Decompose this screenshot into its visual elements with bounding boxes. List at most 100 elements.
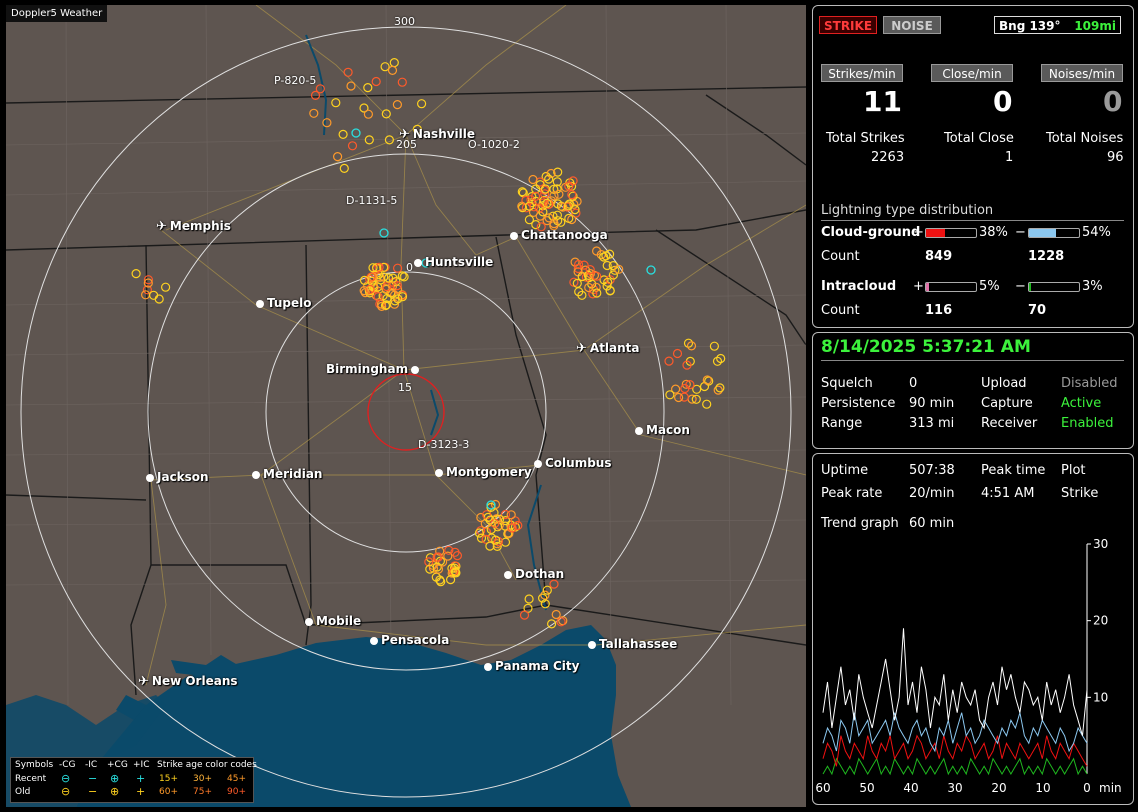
ic-negative-pct: 3% — [1082, 279, 1103, 294]
strike-symbol — [549, 191, 559, 201]
total-close-value: 1 — [1005, 150, 1014, 165]
city-jackson[interactable]: Jackson — [146, 470, 209, 484]
strike-symbol — [537, 593, 548, 603]
city-columbus[interactable]: Columbus — [534, 456, 612, 470]
recent-strike-symbol — [646, 265, 656, 275]
strike-symbol — [154, 294, 164, 304]
city-meridian[interactable]: Meridian — [252, 467, 322, 481]
ring-label-outer: 300 — [394, 15, 415, 28]
trend-panel: Uptime 507:38 Peak time Plot Peak rate 2… — [812, 453, 1134, 805]
city-huntsville[interactable]: Huntsville — [414, 255, 493, 269]
city-dothan[interactable]: Dothan — [504, 567, 564, 581]
minus-sign: − — [1015, 279, 1026, 294]
marker-label: 0 — [406, 261, 413, 274]
strike-symbol — [490, 499, 501, 510]
coastal-bays — [116, 655, 241, 720]
ic-negative-bar — [1028, 282, 1080, 292]
recent-strike-symbol — [351, 128, 361, 138]
legend-col: +IC — [133, 760, 150, 770]
strike-symbol — [347, 141, 358, 151]
strike-symbol — [500, 509, 511, 520]
minus-cg-old-icon: ⊖ — [61, 785, 71, 798]
strike-symbol — [570, 205, 580, 215]
strike-symbol — [580, 265, 591, 275]
strike-symbol — [670, 384, 681, 394]
strike-symbol — [365, 284, 375, 294]
strike-symbol — [540, 189, 550, 199]
x-tick-label: 60 — [815, 781, 830, 795]
strike-symbol — [551, 609, 561, 620]
city-dot-icon — [504, 571, 512, 579]
lightning-map[interactable]: Doppler5 Weather 300 205 15 P-820-5 O-10… — [6, 5, 806, 807]
strike-symbol — [381, 300, 392, 310]
strike-symbol — [506, 510, 516, 520]
city-atlanta[interactable]: ✈ Atlanta — [576, 341, 640, 356]
x-tick-label: 20 — [991, 781, 1006, 795]
intracloud-label: Intracloud — [821, 279, 897, 294]
age-code: 90+ — [227, 787, 246, 797]
count-label: Count — [821, 303, 860, 318]
close-per-min-value: 0 — [993, 85, 1013, 118]
age-code: 75+ — [193, 787, 212, 797]
city-tupelo[interactable]: Tupelo — [256, 296, 312, 310]
strike-symbol — [679, 392, 689, 402]
strike-symbol — [546, 619, 557, 629]
strike-button[interactable]: STRIKE — [819, 16, 877, 34]
city-dot-icon — [635, 427, 643, 435]
noise-button[interactable]: NOISE — [883, 16, 941, 34]
strike-symbol — [552, 177, 562, 187]
strike-symbol — [346, 81, 356, 91]
strike-symbol — [549, 579, 559, 589]
city-chattanooga[interactable]: Chattanooga — [510, 228, 608, 242]
strike-symbol — [604, 249, 615, 259]
squelch-value: 0 — [909, 376, 918, 391]
city-tallahassee[interactable]: Tallahassee — [588, 637, 677, 651]
strike-symbol — [513, 520, 523, 531]
city-birmingham[interactable]: Birmingham — [326, 362, 420, 376]
city-montgomery[interactable]: Montgomery — [435, 465, 532, 479]
strike-symbol — [673, 392, 684, 403]
receiver-label: Receiver — [981, 416, 1038, 431]
cg-positive-fill — [926, 229, 945, 237]
strike-symbol — [393, 263, 403, 273]
strike-symbol — [682, 360, 692, 370]
y-tick-label: 20 — [1093, 614, 1108, 628]
city-nashville[interactable]: ✈ Nashville — [399, 127, 476, 142]
strike-symbol — [603, 277, 613, 287]
city-dot-icon — [370, 637, 378, 645]
plus-sign: + — [913, 279, 924, 294]
strike-symbol — [359, 275, 370, 285]
strike-symbol — [702, 375, 712, 385]
city-pensacola[interactable]: Pensacola — [370, 633, 449, 647]
city-macon[interactable]: Macon — [635, 423, 690, 437]
strike-symbol — [558, 202, 568, 212]
legend-col: -IC — [85, 760, 98, 770]
city-new-orleans[interactable]: ✈ New Orleans — [138, 674, 238, 689]
strike-symbol — [371, 76, 381, 87]
strike-symbol — [161, 282, 171, 292]
strike-symbol — [491, 535, 501, 545]
strike-symbol — [524, 215, 535, 225]
plus-sign: + — [913, 225, 924, 240]
x-tick-label: 0 — [1083, 781, 1091, 795]
strike-symbol — [389, 57, 399, 68]
strike-symbol — [614, 264, 624, 274]
strike-symbol — [577, 290, 587, 300]
city-memphis[interactable]: ✈ Memphis — [156, 219, 231, 234]
city-panama-city[interactable]: Panama City — [484, 659, 579, 673]
strike-symbol — [360, 288, 370, 298]
strike-symbol — [579, 260, 589, 270]
marker-label: D-3123-3 — [418, 438, 470, 451]
peak-rate-value: 20/min — [909, 486, 955, 501]
strike-symbol — [664, 356, 674, 366]
total-noises-label: Total Noises — [1046, 131, 1124, 146]
legend-symbols-label: Symbols — [15, 760, 54, 770]
strike-symbol — [380, 301, 391, 311]
symbol-legend: Symbols -CG -IC +CG +IC Strike age color… — [10, 757, 257, 803]
city-dot-icon — [256, 300, 264, 308]
city-mobile[interactable]: Mobile — [305, 614, 361, 628]
total-strikes-label: Total Strikes — [826, 131, 905, 146]
upload-value: Disabled — [1061, 376, 1118, 391]
total-noises-value: 96 — [1107, 150, 1124, 165]
cg-positive-bar — [925, 228, 977, 238]
